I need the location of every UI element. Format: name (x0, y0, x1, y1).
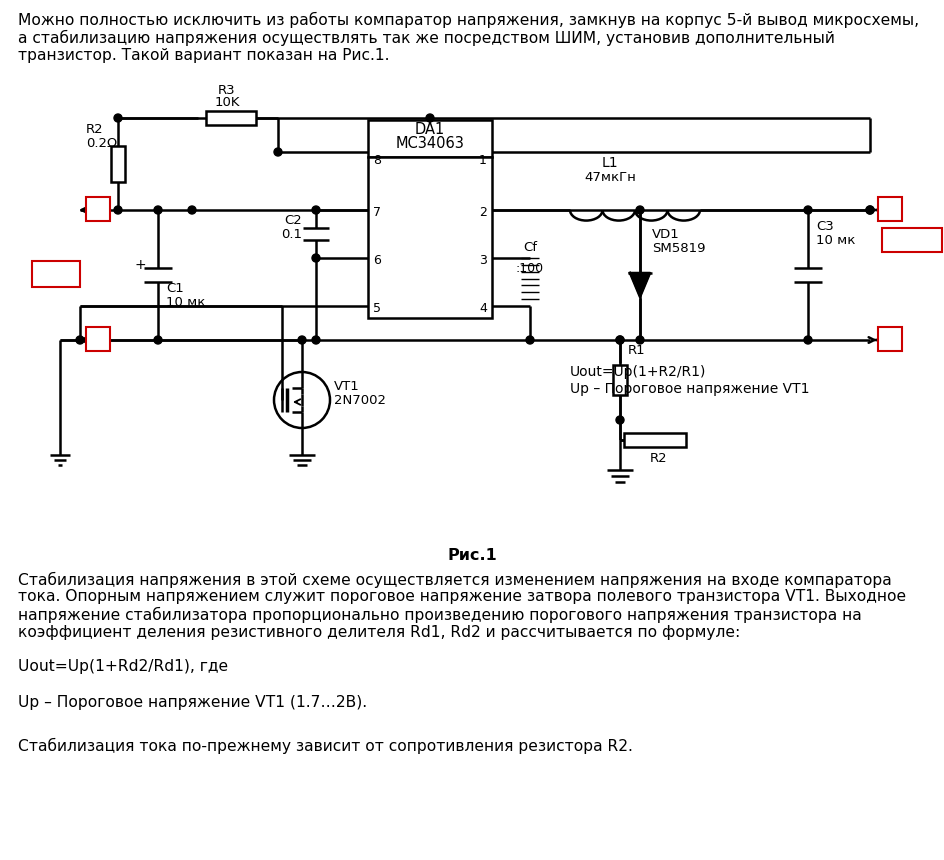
Text: :100: :100 (516, 262, 544, 275)
Text: напряжение стабилизатора пропорционально произведению порогового напряжения тран: напряжение стабилизатора пропорционально… (18, 607, 862, 624)
Text: 1: 1 (480, 153, 487, 167)
Circle shape (312, 336, 320, 344)
Text: R3: R3 (218, 84, 236, 97)
Text: +: + (92, 204, 105, 218)
Text: 7: 7 (373, 206, 381, 218)
Text: C2: C2 (284, 214, 302, 227)
Circle shape (76, 336, 84, 344)
Text: Рис.1: Рис.1 (447, 548, 497, 563)
Polygon shape (630, 273, 650, 297)
Circle shape (616, 336, 624, 344)
Text: 3: 3 (480, 254, 487, 267)
Text: 10K: 10K (214, 96, 240, 109)
Text: 2N7002: 2N7002 (334, 394, 386, 407)
FancyBboxPatch shape (878, 327, 902, 351)
Circle shape (616, 336, 624, 344)
Text: Cf: Cf (523, 241, 537, 254)
Text: Uout=Up(1+Rd2/Rd1), где: Uout=Up(1+Rd2/Rd1), где (18, 660, 228, 674)
Circle shape (312, 254, 320, 262)
Circle shape (804, 336, 812, 344)
Text: VD1: VD1 (652, 228, 680, 241)
Circle shape (274, 148, 282, 156)
Text: L1: L1 (601, 156, 618, 170)
Text: SM5819: SM5819 (652, 242, 705, 255)
Circle shape (154, 206, 162, 214)
Text: 10 мк: 10 мк (816, 234, 855, 247)
Bar (368, 157, 492, 318)
Text: 0.1: 0.1 (281, 228, 302, 241)
Text: VT1: VT1 (334, 380, 360, 393)
Bar (206, 111, 256, 125)
Circle shape (312, 206, 320, 214)
FancyBboxPatch shape (882, 228, 942, 252)
Text: тока. Опорным напряжением служит пороговое напряжение затвора полевого транзисто: тока. Опорным напряжением служит порогов… (18, 589, 906, 605)
Text: а стабилизацию напряжения осуществлять так же посредством ШИМ, установив дополни: а стабилизацию напряжения осуществлять т… (18, 30, 834, 46)
Circle shape (188, 206, 196, 214)
Circle shape (804, 206, 812, 214)
Bar (368, 120, 492, 157)
Text: 0.2Ω: 0.2Ω (86, 137, 117, 150)
Text: Uout=Up(1+R2/R1): Uout=Up(1+R2/R1) (570, 365, 706, 379)
Text: 2: 2 (480, 206, 487, 218)
Text: –: – (886, 334, 894, 348)
Text: 8: 8 (373, 153, 381, 167)
Circle shape (616, 416, 624, 424)
Text: +: + (884, 204, 897, 218)
Text: транзистор. Такой вариант показан на Рис.1.: транзистор. Такой вариант показан на Рис… (18, 48, 390, 63)
Text: 3...45В: 3...45В (32, 269, 79, 282)
Text: Можно полностью исключить из работы компаратор напряжения, замкнув на корпус 5-й: Можно полностью исключить из работы комп… (18, 12, 919, 28)
Text: 47мкГн: 47мкГн (584, 171, 636, 184)
Text: МС34063: МС34063 (396, 136, 464, 151)
Text: –: – (94, 334, 102, 348)
FancyBboxPatch shape (86, 197, 110, 221)
Circle shape (298, 336, 306, 344)
Text: коэффициент деления резистивного делителя Rd1, Rd2 и рассчитывается по формуле:: коэффициент деления резистивного делител… (18, 624, 740, 640)
Circle shape (114, 206, 122, 214)
Text: 4: 4 (480, 302, 487, 315)
Bar (613, 365, 627, 395)
Text: C3: C3 (816, 220, 834, 233)
Circle shape (866, 206, 874, 214)
Text: 5: 5 (373, 302, 381, 315)
Text: R2: R2 (650, 452, 667, 465)
Text: 6: 6 (373, 254, 380, 267)
Bar (624, 433, 686, 447)
Text: DA1: DA1 (414, 122, 446, 137)
Text: C1: C1 (166, 282, 184, 295)
Text: Стабилизация тока по-прежнему зависит от сопротивления резистора R2.: Стабилизация тока по-прежнему зависит от… (18, 738, 632, 754)
FancyBboxPatch shape (86, 327, 110, 351)
Text: Up – Пороговое напряжение VT1 (1.7…2В).: Up – Пороговое напряжение VT1 (1.7…2В). (18, 695, 367, 709)
Text: Up – Пороговое напряжение VT1: Up – Пороговое напряжение VT1 (570, 382, 810, 396)
Text: 0...40В: 0...40В (888, 234, 936, 247)
Circle shape (154, 336, 162, 344)
Circle shape (526, 336, 534, 344)
Circle shape (636, 336, 644, 344)
Circle shape (866, 206, 874, 214)
Text: R2: R2 (86, 123, 104, 136)
Circle shape (426, 114, 434, 122)
FancyBboxPatch shape (32, 261, 80, 287)
Text: Стабилизация напряжения в этой схеме осуществляется изменением напряжения на вхо: Стабилизация напряжения в этой схеме осу… (18, 572, 892, 588)
Bar (111, 146, 125, 182)
Text: 10 мк: 10 мк (166, 296, 206, 309)
Text: +: + (134, 258, 145, 272)
Text: R1: R1 (628, 344, 646, 357)
Circle shape (114, 114, 122, 122)
Circle shape (636, 206, 644, 214)
FancyBboxPatch shape (878, 197, 902, 221)
